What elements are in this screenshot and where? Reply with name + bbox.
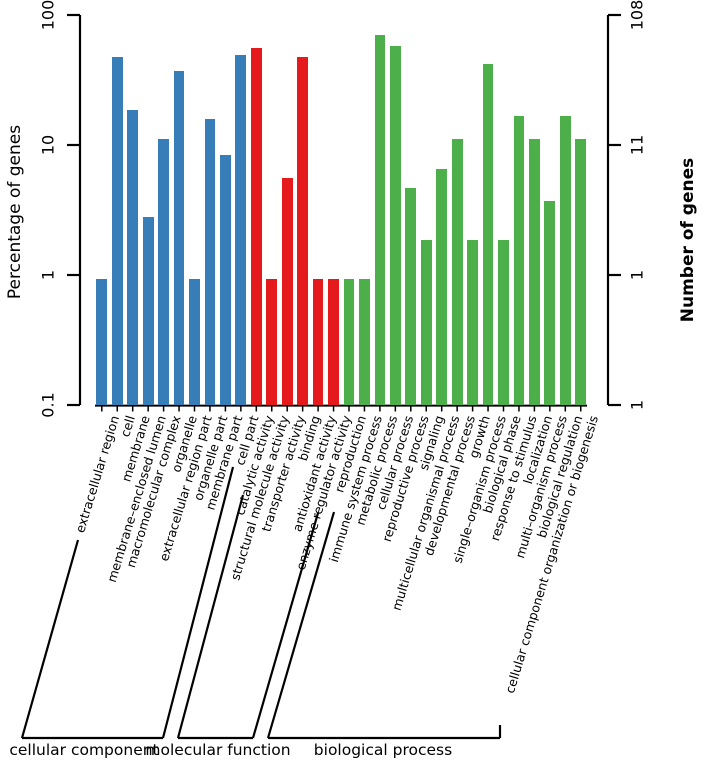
bar-cell (111, 57, 123, 405)
bar-structural-molecule-activity (266, 279, 278, 405)
bar-extracellular-region-part (189, 279, 200, 405)
bar-immune-system-process (359, 279, 370, 405)
y-axis-title-right: Number of genes (678, 157, 698, 323)
bar-cellular-component-organization-or-biogenesis (575, 139, 587, 405)
category-label-biological-process: biological process (313, 741, 453, 759)
x-axis-bar-ticks (101, 405, 582, 412)
bar-metabolic-process (374, 34, 386, 405)
bar-enzyme-regulator-activity (328, 279, 339, 405)
bar-organelle (173, 71, 185, 405)
y-axis-left (67, 13, 82, 407)
category-brackets (20, 466, 502, 740)
bar-cellular-process (389, 46, 401, 405)
y-tick-right-108: 108 (627, 0, 647, 31)
bar-multicellular-organismal-process (436, 169, 448, 405)
y-tick-right-1a: 1 (627, 269, 647, 281)
bracket-biological-process (266, 511, 502, 740)
bar-membrane-part (220, 155, 231, 405)
bar-macromolecular-complex (158, 139, 169, 405)
bar-binding (297, 57, 309, 405)
y-tick-left-100: 100 (38, 0, 58, 31)
bar-membrane-enclosed-lumen (142, 217, 154, 405)
bar-biological-phase (498, 240, 509, 405)
bar-single-organism-process (482, 64, 494, 405)
bar-antioxidant-activity (312, 279, 324, 405)
bar-growth (467, 240, 478, 405)
bar-developmental-process (451, 139, 463, 405)
bar-catalytic-activity (250, 48, 262, 405)
bar-signaling (420, 240, 432, 405)
y-tick-left-10: 10 (38, 134, 58, 156)
bar-cell-part (235, 55, 247, 405)
bar-membrane (127, 110, 139, 405)
bar-localization (529, 139, 540, 405)
y-axis-right (606, 13, 621, 407)
bar-biological-regulation (559, 116, 571, 405)
bar-reproduction (343, 279, 355, 405)
bar-extracellular-region (96, 279, 108, 405)
y-axis-title-left: Percentage of genes (5, 124, 25, 300)
y-tick-left-1: 1 (38, 269, 58, 281)
bracket-molecular-function (176, 494, 320, 740)
bar-transporter-activity (281, 178, 293, 405)
bar-multi-organism-process (544, 201, 556, 405)
bar-organelle-part (204, 119, 216, 405)
bracket-cellular-component (20, 466, 235, 740)
y-tick-right-11: 11 (627, 134, 647, 156)
y-tick-left-0p1: 0.1 (38, 392, 58, 418)
category-label-molecular-function: molecular function (145, 741, 291, 759)
bar-response-to-stimulus (513, 116, 525, 405)
y-tick-right-1b: 1 (627, 399, 647, 411)
category-label-cellular-component: cellular component (9, 741, 159, 759)
bar-reproductive-process (405, 188, 417, 405)
